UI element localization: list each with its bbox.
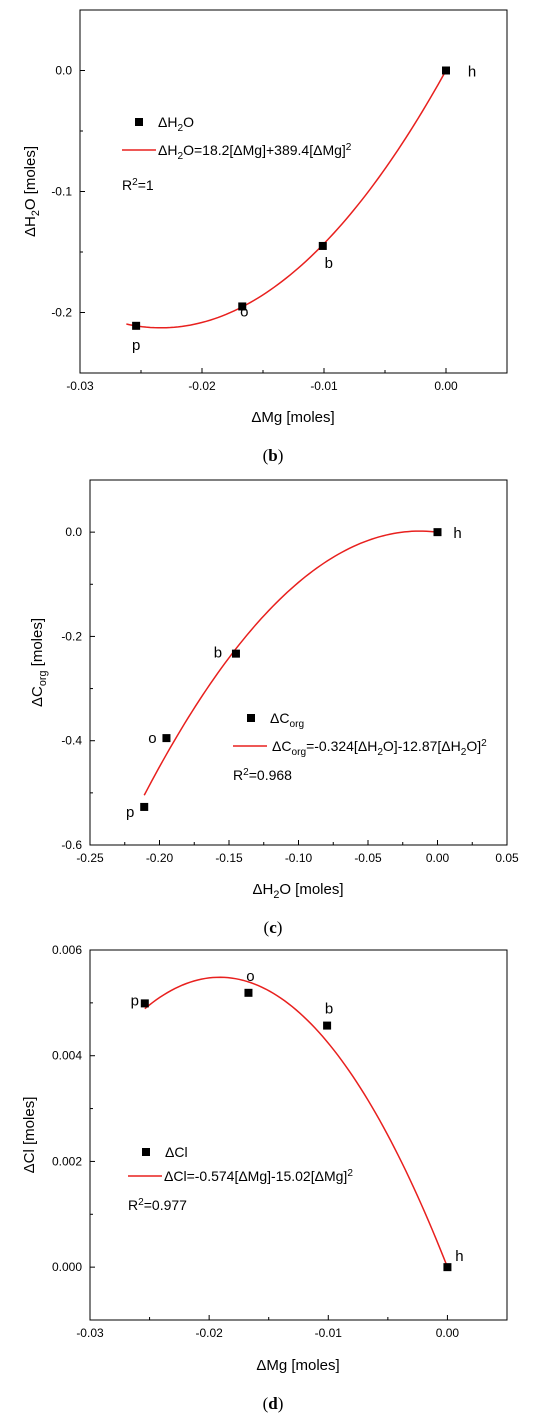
point-label: o	[246, 968, 254, 985]
legend-marker	[135, 118, 143, 126]
fit-curve-group	[126, 70, 447, 329]
fit-curve	[143, 530, 438, 796]
point-label: o	[240, 303, 248, 320]
panel-caption: (c)	[264, 918, 283, 937]
data-point	[238, 302, 247, 311]
legend-series-name: ΔCl	[165, 1144, 188, 1160]
fit-curve-group	[144, 976, 449, 1268]
axis-ticks: -0.03 -0.02 -0.01 0.00 -0.2 -0.1 0.0	[51, 64, 458, 394]
point-label: h	[468, 64, 476, 81]
point-label: b	[214, 645, 222, 662]
y-tick-label: -0.2	[51, 306, 72, 320]
point-label: b	[325, 255, 333, 272]
legend: ΔCorg ΔCorg=-0.324[ΔH2O]-12.87[ΔH2O]2 R2=0…	[233, 710, 487, 783]
x-tick-label: -0.10	[285, 851, 313, 865]
x-tick-label: 0.00	[436, 1326, 460, 1340]
data-points: p o b h	[131, 968, 464, 1272]
point-label: p	[132, 337, 140, 354]
y-tick-label: -0.6	[61, 838, 82, 852]
y-axis-label: ΔH2O [moles]	[22, 146, 42, 237]
data-point	[318, 241, 327, 250]
y-axis-label: ΔCorg [moles]	[29, 618, 49, 707]
legend: ΔH2O ΔH2O=18.2[ΔMg]+389.4[ΔMg]2R2=1	[122, 114, 352, 193]
y-tick-label: 0.004	[52, 1049, 82, 1063]
x-tick-label: 0.00	[426, 851, 450, 865]
data-point	[443, 1263, 452, 1272]
data-point	[162, 734, 171, 743]
data-point	[433, 528, 442, 537]
data-points: p o b h	[132, 64, 476, 354]
legend-fit-equation: ΔCorg=-0.324[ΔH2O]-12.87[ΔH2O]2	[272, 738, 487, 758]
x-tick-label: -0.25	[76, 851, 104, 865]
x-tick-label: -0.05	[354, 851, 382, 865]
x-tick-label: 0.00	[434, 379, 458, 393]
data-points: p o b h	[126, 525, 462, 821]
fit-curve-group	[143, 530, 438, 796]
x-axis-label: ΔH2O [moles]	[252, 881, 343, 901]
x-tick-label: -0.03	[76, 1326, 104, 1340]
panel-caption: (d)	[263, 1394, 284, 1413]
panel-caption: (b)	[263, 446, 284, 465]
data-point	[244, 988, 253, 997]
x-axis-label: ΔMg [moles]	[256, 1357, 339, 1374]
y-tick-label: -0.2	[61, 629, 82, 643]
y-tick-label: -0.1	[51, 185, 72, 199]
point-label: p	[126, 804, 134, 821]
data-point	[132, 321, 141, 330]
fit-curve	[126, 70, 447, 329]
x-tick-label: -0.03	[66, 379, 94, 393]
y-tick-label: 0.006	[52, 943, 82, 957]
fit-curve	[144, 976, 449, 1268]
data-point	[140, 802, 149, 811]
legend-series-name: ΔH2O	[158, 114, 194, 134]
y-tick-label: -0.4	[61, 734, 82, 748]
point-label: p	[131, 992, 139, 1009]
x-tick-label: -0.01	[315, 1326, 343, 1340]
x-tick-label: -0.20	[146, 851, 174, 865]
x-tick-label: -0.01	[310, 379, 338, 393]
y-tick-label: 0.000	[52, 1260, 82, 1274]
chart-panel-b: -0.03 -0.02 -0.01 0.00 -0.2 -0.1 0.0 p o b h ΔH2O…	[22, 9, 508, 465]
legend: ΔCl ΔCl=-0.574[ΔMg]-15.02[ΔMg]2 R2=0.977	[128, 1144, 353, 1213]
x-tick-label: -0.02	[195, 1326, 223, 1340]
y-tick-label: 0.0	[55, 64, 72, 78]
x-axis-label: ΔMg [moles]	[251, 409, 334, 426]
data-point	[231, 649, 240, 658]
chart-panel-d: -0.03 -0.02 -0.01 0.000.0000.0020.0040.006 …	[21, 943, 508, 1413]
x-tick-label: -0.15	[215, 851, 243, 865]
point-label: h	[455, 1248, 463, 1265]
legend-r-squared: R2=0.977	[128, 1197, 187, 1213]
data-point	[323, 1021, 332, 1030]
chart-panel-c: -0.25 -0.20 -0.15 -0.10 -0.05 0.00 0.05 -0.6 -0.…	[29, 479, 519, 937]
x-tick-label: 0.05	[495, 851, 519, 865]
plot-frame	[89, 949, 508, 1321]
y-tick-label: 0.0	[65, 525, 82, 539]
point-label: h	[453, 525, 461, 542]
legend-fit-equation: ΔCl=-0.574[ΔMg]-15.02[ΔMg]2	[164, 1168, 353, 1184]
point-label: o	[148, 730, 156, 747]
axis-ticks: -0.25 -0.20 -0.15 -0.10 -0.05 0.00 0.05 -0.6 -0.…	[61, 525, 519, 865]
axis-ticks: -0.03 -0.02 -0.01 0.00 0.000 0.002 0.004 0.006	[52, 943, 459, 1340]
data-point	[442, 66, 450, 75]
legend-r-squared: R2=1	[122, 177, 154, 193]
x-tick-label: -0.02	[188, 379, 216, 393]
y-axis-label: ΔCl [moles]	[21, 1097, 38, 1174]
y-tick-label: 0.002	[52, 1154, 82, 1168]
legend-series-name: ΔCorg	[270, 710, 304, 730]
legend-marker	[142, 1148, 150, 1156]
point-label: b	[325, 1001, 333, 1018]
legend-marker	[247, 714, 255, 722]
legend-r-squared: R2=0.968	[233, 767, 292, 783]
data-point	[140, 999, 149, 1008]
plot-frame	[89, 479, 508, 846]
legend-fit-equation: ΔH2O=18.2[ΔMg]+389.4[ΔMg]2	[158, 142, 352, 162]
